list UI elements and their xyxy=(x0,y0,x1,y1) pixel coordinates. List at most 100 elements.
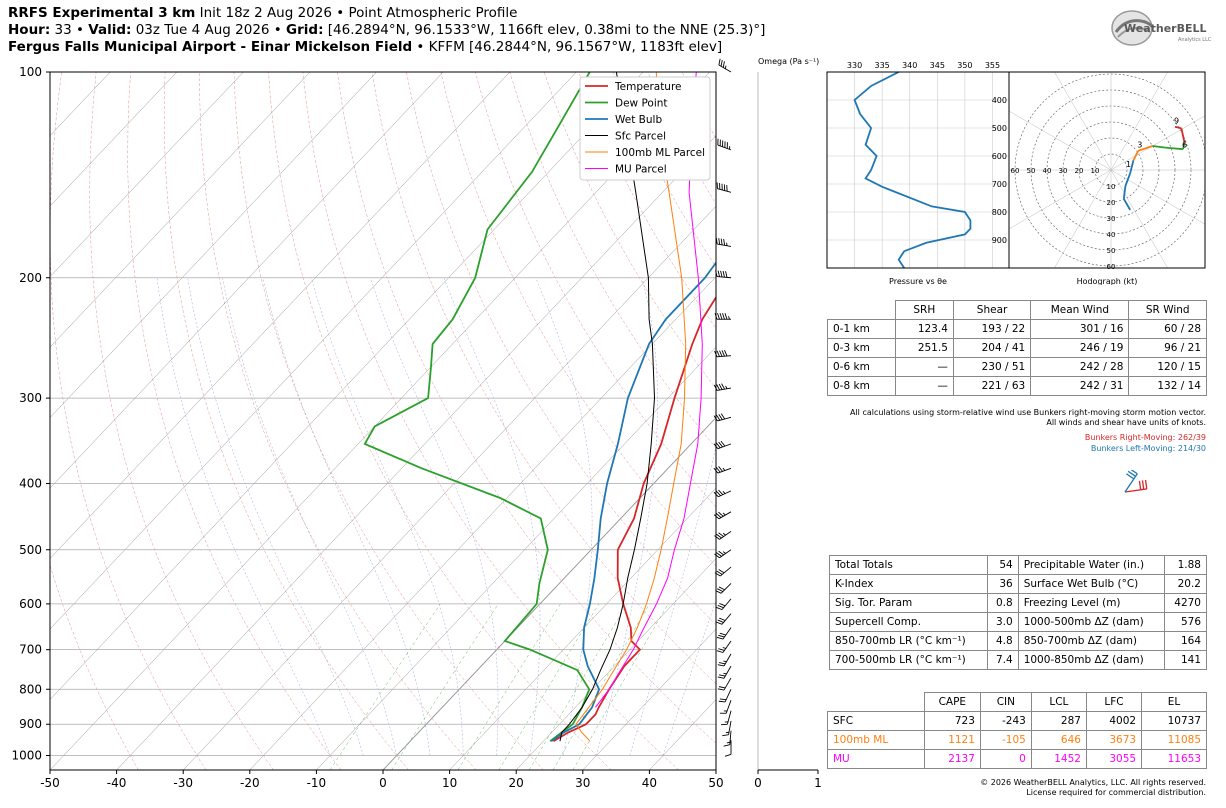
dry-adiabat xyxy=(50,564,139,770)
cape-cell: CAPE xyxy=(923,692,981,712)
isotherm xyxy=(50,72,244,278)
mixing-ratio-line xyxy=(498,603,600,770)
cape-row: CAPE CIN LCL LFC EL xyxy=(828,692,1207,712)
wind-barb-flag xyxy=(725,271,728,278)
index-row: Supercell Comp. 3.0 1000-500mb ΔZ (dam) 576 xyxy=(829,612,1208,632)
skewt-plot-area xyxy=(50,72,716,770)
wind-barb-flag xyxy=(713,384,718,391)
wind-barb-flag xyxy=(718,686,726,689)
wind-barb-flag xyxy=(719,313,723,320)
wind-barb-flag xyxy=(722,270,725,278)
wind-barb-flag xyxy=(713,443,719,449)
wind-barb-flag xyxy=(717,313,720,320)
wind-barb-flag xyxy=(721,383,725,390)
y-tick-label: 900 xyxy=(19,717,42,731)
wind-barb-flag xyxy=(718,532,724,537)
wind-barb-flag xyxy=(716,552,722,557)
cape-cell: LCL xyxy=(1030,692,1087,712)
index-cell: 141 xyxy=(1163,650,1208,670)
hodo-ring-label-x: 60 xyxy=(1011,167,1020,175)
indices-table: Total Totals 54 Precipitable Water (in.) 1.… xyxy=(829,555,1208,670)
y-tick-label: 600 xyxy=(19,597,42,611)
cape-cell: SFC xyxy=(827,711,925,731)
hodo-ring-label-y: 10 xyxy=(1107,183,1116,191)
wind-barb-half-flag xyxy=(722,512,726,516)
shear-cell: Mean Wind xyxy=(1030,300,1130,320)
legend: Temperature Dew Point Wet Bulb Sfc Parcel 10… xyxy=(579,76,711,181)
shear-cell: 251.5 xyxy=(894,338,954,358)
wind-barb-flag xyxy=(717,270,720,277)
wind-barb-half-flag xyxy=(723,660,727,663)
theta-e-panel: 330 335 340 345 350 355 400 500 600 700 800 900 Pres… xyxy=(826,61,1010,285)
hodo-segment xyxy=(1180,128,1186,143)
shear-cell: 123.4 xyxy=(894,319,954,339)
index-cell: Freezing Level (m) xyxy=(1017,593,1165,613)
hodo-segment xyxy=(1137,145,1153,152)
legend-label: MU Parcel xyxy=(615,164,667,176)
index-row: Sig. Tor. Param 0.8 Freezing Level (m) 4270 xyxy=(829,593,1208,613)
theta-top-tick-label: 345 xyxy=(930,61,945,70)
wind-barb-flag xyxy=(718,648,725,651)
index-cell: K-Index xyxy=(829,574,988,594)
shear-note-2: All winds and shear have units of knots. xyxy=(1046,418,1206,427)
theta-y-tick-label: 600 xyxy=(992,152,1007,161)
wind-barb-flag xyxy=(718,238,721,245)
shear-cell xyxy=(828,301,896,320)
index-cell: Supercell Comp. xyxy=(829,612,988,632)
cape-cell: MU xyxy=(827,749,925,769)
hodo-ring-label-y: 20 xyxy=(1107,199,1116,207)
wind-barb-flag xyxy=(714,572,721,577)
wind-barb-flag xyxy=(715,237,718,245)
wind-barb-flag xyxy=(717,676,725,679)
hodo-frame xyxy=(1008,71,1206,269)
omega-panel: Omega (Pa s⁻¹) 0 1 xyxy=(754,57,822,790)
legend-label: Temperature xyxy=(614,81,682,93)
hodo-title: Hodograph (kt) xyxy=(1077,277,1138,285)
cape-table: CAPE CIN LCL LFC EL SFC 723 -243 287 4002 10737 100… xyxy=(827,692,1207,769)
wind-barb-flag xyxy=(717,588,724,592)
index-cell: 4270 xyxy=(1163,593,1208,613)
wind-barb-half-flag xyxy=(722,532,726,536)
shear-cell: Shear xyxy=(952,300,1032,320)
hodo-height-label: 6 xyxy=(1182,141,1187,150)
index-cell: Surface Wet Bulb (°C) xyxy=(1017,574,1165,594)
wind-barb-flag xyxy=(717,604,724,609)
legend-box xyxy=(579,76,711,181)
index-cell: 3.0 xyxy=(986,612,1019,632)
logo-subtext: Analytics LLC xyxy=(1178,37,1212,43)
hodo-ring-label-y: 50 xyxy=(1107,247,1116,255)
wind-barb-flag xyxy=(718,58,721,66)
wind-barb-flag xyxy=(724,350,728,357)
hodo-segment xyxy=(1152,145,1166,149)
index-cell: 850-700mb LR (°C km⁻¹) xyxy=(829,631,988,651)
shear-row: 0-6 km —230 / 51 242 / 28 120 / 15 xyxy=(827,357,1207,377)
wind-barb-flag xyxy=(716,513,722,518)
bunkers-left-barb-staff xyxy=(1124,473,1138,493)
wind-barb-flag xyxy=(720,238,723,245)
hodo-ring-label-x: 50 xyxy=(1027,167,1036,175)
cape-cell: 11653 xyxy=(1141,749,1207,769)
x-tick-label: 20 xyxy=(509,776,524,790)
wind-barb-flag xyxy=(718,634,725,638)
index-cell: Sig. Tor. Param xyxy=(829,593,988,613)
isotherm xyxy=(50,72,510,559)
wind-barb-flag xyxy=(713,491,719,498)
wind-barb-flag xyxy=(713,514,720,520)
station-name: Fergus Falls Municipal Airport - Einar M… xyxy=(8,39,413,55)
bunkers-right-barb-flag xyxy=(1141,480,1145,490)
license-text: License required for commercial distribu… xyxy=(1026,788,1206,797)
mixing-ratio-line xyxy=(552,603,650,770)
index-cell: 20.2 xyxy=(1163,574,1208,594)
bunkers-right-barb-staff xyxy=(1124,488,1147,493)
cape-cell: 1452 xyxy=(1030,749,1087,769)
wind-barb-flag xyxy=(716,384,721,391)
index-row: K-Index 36 Surface Wet Bulb (°C) 20.2 xyxy=(829,574,1208,594)
wind-barb-flag xyxy=(719,698,727,701)
bunkers-left-label: Bunkers Left-Moving: 214/30 xyxy=(1090,444,1206,453)
shear-table: SRH Shear Mean Wind SR Wind 0-1 km 123.4 193 /… xyxy=(827,300,1207,396)
dry-adiabat xyxy=(233,72,544,770)
hodo-segment xyxy=(1124,172,1132,187)
shear-cell: 60 / 28 xyxy=(1128,319,1207,339)
y-tick-label: 100 xyxy=(19,65,42,79)
isotherm xyxy=(50,72,644,700)
